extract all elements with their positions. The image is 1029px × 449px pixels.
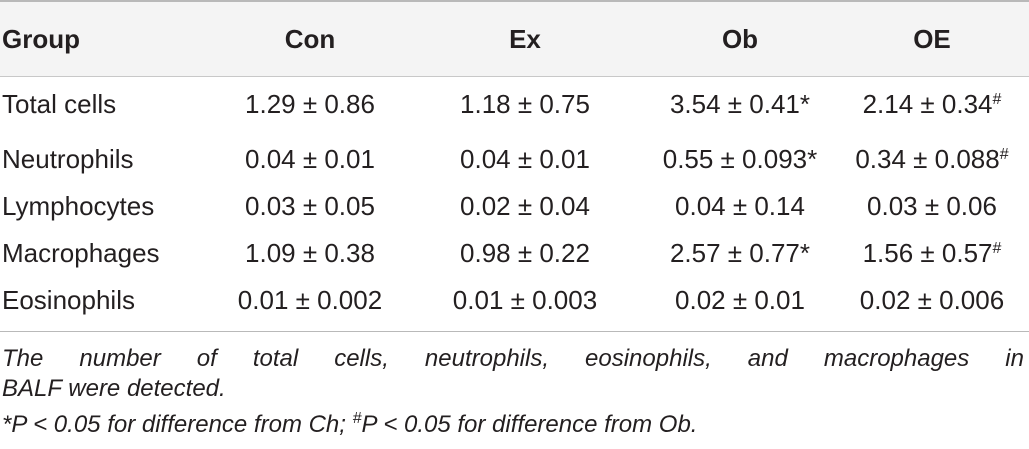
footnote-text: P < 0.05 for difference from Ob. bbox=[361, 411, 698, 438]
table-row: Total cells 1.29 ± 0.86 1.18 ± 0.75 3.54… bbox=[0, 76, 1029, 136]
cell-oe: 0.03 ± 0.06 bbox=[835, 183, 1029, 230]
header-rule bbox=[0, 76, 1029, 77]
column-header-ex: Ex bbox=[509, 23, 541, 54]
cell-oe: 2.14 ± 0.34# bbox=[835, 76, 1029, 136]
cell-oe: 0.34 ± 0.088# bbox=[835, 136, 1029, 183]
cell-oe-value: 0.34 ± 0.088 bbox=[855, 144, 1000, 174]
cell-ob: 0.55 ± 0.093* bbox=[662, 144, 818, 174]
footnote-text: *P < 0.05 for difference from Ch; bbox=[2, 411, 353, 438]
significance-footnote: *P < 0.05 for difference from Ch; #P < 0… bbox=[2, 410, 1024, 440]
cell-ob: 3.54 ± 0.41* bbox=[669, 89, 811, 119]
row-label: Total cells bbox=[2, 89, 117, 119]
cell-ex: 0.01 ± 0.003 bbox=[452, 285, 598, 315]
footnote-line: BALF were detected. bbox=[2, 375, 226, 402]
cell-con: 0.04 ± 0.01 bbox=[245, 144, 375, 174]
bottom-rule bbox=[0, 331, 1029, 332]
data-table: Group Con Ex Ob OE Total cells 1.29 ± 0.… bbox=[0, 2, 1029, 324]
column-header-oe: OE bbox=[913, 23, 951, 54]
table-row: Eosinophils 0.01 ± 0.002 0.01 ± 0.003 0.… bbox=[0, 277, 1029, 324]
cell-oe: 0.02 ± 0.006 bbox=[835, 277, 1029, 324]
column-header-con: Con bbox=[284, 23, 336, 54]
cell-oe-value: 0.02 ± 0.006 bbox=[859, 285, 1005, 315]
cell-oe-value: 0.03 ± 0.06 bbox=[867, 191, 997, 221]
column-header-ob: Ob bbox=[721, 23, 759, 54]
row-label: Eosinophils bbox=[2, 285, 135, 315]
table-footnotes: The number of total cells, neutrophils, … bbox=[2, 344, 1024, 440]
header-band bbox=[0, 2, 1029, 76]
cell-ob: 2.57 ± 0.77* bbox=[669, 238, 811, 268]
cell-ex: 1.18 ± 0.75 bbox=[460, 89, 590, 119]
table-row: Macrophages 1.09 ± 0.38 0.98 ± 0.22 2.57… bbox=[0, 230, 1029, 277]
header-row: Group Con Ex Ob OE bbox=[0, 2, 1029, 76]
row-label: Neutrophils bbox=[2, 144, 134, 174]
cell-con: 0.03 ± 0.05 bbox=[245, 191, 375, 221]
cell-oe-value: 2.14 ± 0.34 bbox=[862, 89, 993, 119]
cell-ex: 0.98 ± 0.22 bbox=[460, 238, 590, 268]
cell-con: 1.29 ± 0.86 bbox=[245, 89, 375, 119]
cell-ex: 0.02 ± 0.04 bbox=[460, 191, 590, 221]
cell-ob: 0.02 ± 0.01 bbox=[675, 285, 805, 315]
cell-ob: 0.04 ± 0.14 bbox=[675, 191, 805, 221]
cell-oe-value: 1.56 ± 0.57 bbox=[862, 238, 993, 268]
table-row: Neutrophils 0.04 ± 0.01 0.04 ± 0.01 0.55… bbox=[0, 136, 1029, 183]
column-header-group: Group bbox=[2, 23, 80, 54]
cell-ex: 0.04 ± 0.01 bbox=[460, 144, 590, 174]
cell-con: 1.09 ± 0.38 bbox=[245, 238, 375, 268]
cell-oe: 1.56 ± 0.57# bbox=[835, 230, 1029, 277]
top-rule bbox=[0, 0, 1029, 2]
significance-mark: # bbox=[992, 91, 1002, 108]
footnote-line: The number of total cells, neutrophils, … bbox=[2, 345, 1024, 372]
cell-con: 0.01 ± 0.002 bbox=[237, 285, 383, 315]
table-row: Lymphocytes 0.03 ± 0.05 0.02 ± 0.04 0.04… bbox=[0, 183, 1029, 230]
significance-mark: # bbox=[352, 410, 362, 427]
significance-mark: # bbox=[999, 146, 1009, 163]
row-label: Macrophages bbox=[2, 238, 160, 268]
row-label: Lymphocytes bbox=[2, 191, 155, 221]
significance-mark: # bbox=[992, 240, 1002, 257]
